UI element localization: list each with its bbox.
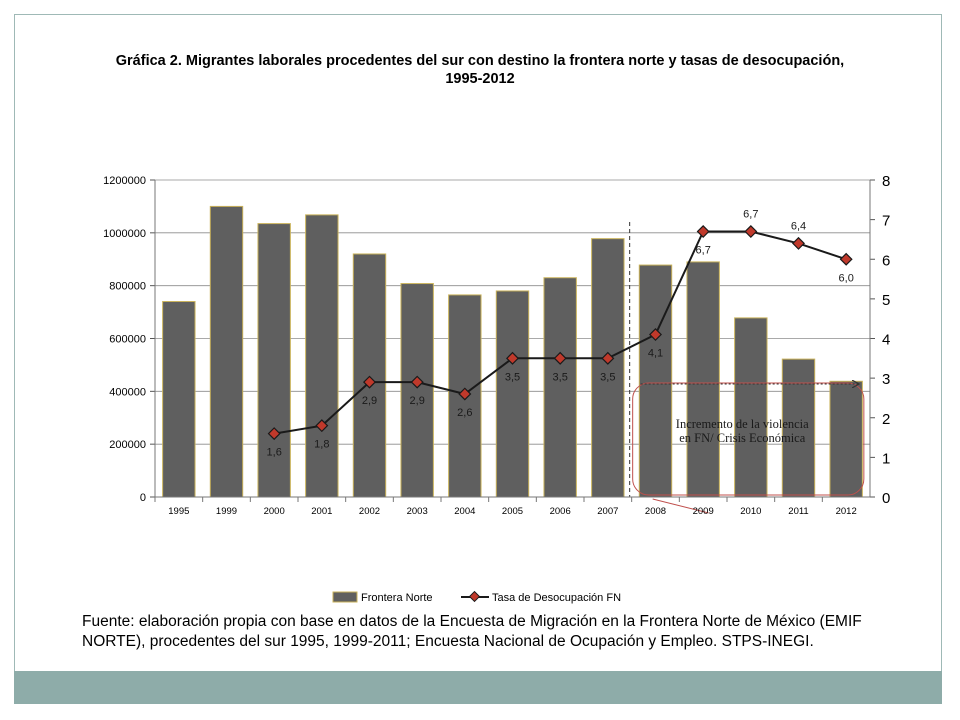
- y-right-tick-label: 6: [882, 252, 890, 269]
- data-label: 2,6: [457, 407, 472, 419]
- y-right-tick-label: 3: [882, 371, 890, 388]
- x-tick-label: 2001: [311, 506, 332, 517]
- point: [315, 419, 329, 433]
- y-left-tick-label: 400000: [109, 386, 146, 398]
- y-left-tick-label: 1200000: [103, 175, 146, 187]
- source-note: Fuente: elaboración propia con base en d…: [82, 613, 862, 650]
- bar: [829, 380, 863, 498]
- bar: [734, 317, 768, 498]
- point: [696, 225, 710, 239]
- bars: [162, 205, 863, 498]
- y-left-tick-label: 1000000: [103, 228, 146, 240]
- x-tick-label: 2006: [550, 506, 571, 517]
- bar: [305, 214, 339, 498]
- annotation-text: Incremento de la violencia en FN/ Crisis …: [676, 417, 809, 445]
- data-label: 6,7: [696, 245, 711, 257]
- legend: Frontera Norte Tasa de Desocupación FN: [332, 590, 621, 604]
- bar: [162, 301, 196, 498]
- data-label: 2,9: [410, 395, 425, 407]
- x-tick-label: 2008: [645, 506, 666, 517]
- bottom-band: [14, 671, 942, 704]
- annotation-line: en FN/ Crisis Económica: [679, 431, 805, 445]
- x-tick-label: 2010: [740, 506, 761, 517]
- data-label: 1,8: [314, 439, 329, 451]
- y-right-tick-label: 1: [882, 450, 890, 467]
- x-tick-label: 1995: [168, 506, 189, 517]
- point: [458, 387, 472, 401]
- point: [648, 328, 663, 342]
- x-tick-label: 2011: [788, 506, 808, 517]
- bar: [209, 205, 244, 498]
- x-tick-label: 2003: [407, 506, 428, 517]
- annotation-group: Incremento de la violencia en FN/ Crisis …: [629, 222, 865, 514]
- point: [267, 427, 281, 441]
- y-left-tick-label: 800000: [109, 281, 146, 293]
- point: [410, 375, 424, 389]
- bar: [781, 358, 816, 498]
- x-tick-label: 2012: [836, 506, 857, 517]
- data-label: 6,4: [791, 220, 806, 232]
- x-tick-label: 2009: [693, 506, 714, 517]
- x-tick-label: 2007: [597, 506, 618, 517]
- x-tick-label: 2004: [454, 506, 475, 517]
- unemployment-line: 1,6 1,8 2,9 2,9 2,6 3,5 3,5 3,5 4,1 6,7 6,7 6,4 6,0: [267, 209, 854, 459]
- bar: [591, 238, 625, 498]
- data-label: 1,6: [267, 447, 282, 459]
- y-left-tick-label: 600000: [109, 334, 146, 346]
- bar: [257, 223, 291, 498]
- legend-swatch-marker: [468, 590, 481, 603]
- annotation-line: Incremento de la violencia: [676, 417, 809, 431]
- axes: 0 200000 400000 600000 800000 1000000 1200000 0…: [103, 173, 890, 517]
- annotation-box: [632, 382, 865, 496]
- bar: [638, 264, 673, 498]
- point: [601, 351, 615, 365]
- y-right-tick-label: 4: [882, 332, 890, 349]
- bar: [686, 261, 720, 498]
- bar: [495, 290, 530, 498]
- y-right-tick-label: 5: [882, 292, 890, 309]
- x-tick-label: 2005: [502, 506, 523, 517]
- x-tick-label: 2000: [264, 506, 285, 517]
- data-label: 2,9: [362, 395, 377, 407]
- y-right-tick-label: 2: [882, 411, 890, 428]
- legend-label-line: Tasa de Desocupación FN: [492, 592, 621, 604]
- data-label: 3,5: [600, 371, 615, 383]
- bar: [352, 253, 387, 498]
- y-left-tick-label: 0: [140, 492, 146, 504]
- bar: [400, 283, 434, 498]
- y-right-tick-label: 8: [882, 173, 890, 190]
- data-label: 4,1: [648, 348, 663, 360]
- data-label: 3,5: [553, 371, 568, 383]
- bar: [543, 277, 577, 498]
- point: [791, 236, 806, 250]
- y-right-tick-label: 0: [882, 490, 890, 507]
- data-label: 3,5: [505, 371, 520, 383]
- legend-label-bar: Frontera Norte: [361, 592, 433, 604]
- data-label: 6,7: [743, 209, 758, 221]
- y-left-tick-label: 200000: [109, 439, 146, 451]
- chart-title: Gráfica 2. Migrantes laborales procedent…: [115, 53, 845, 87]
- x-tick-label: 1999: [216, 506, 237, 517]
- point: [553, 351, 567, 365]
- legend-swatch-bar: [332, 591, 358, 603]
- data-label: 6,0: [839, 272, 854, 284]
- annotation-leader: [652, 498, 709, 514]
- point: [839, 252, 853, 266]
- x-tick-label: 2002: [359, 506, 380, 517]
- point: [362, 375, 377, 389]
- point: [505, 351, 520, 365]
- y-right-tick-label: 7: [882, 213, 890, 230]
- point: [744, 225, 758, 239]
